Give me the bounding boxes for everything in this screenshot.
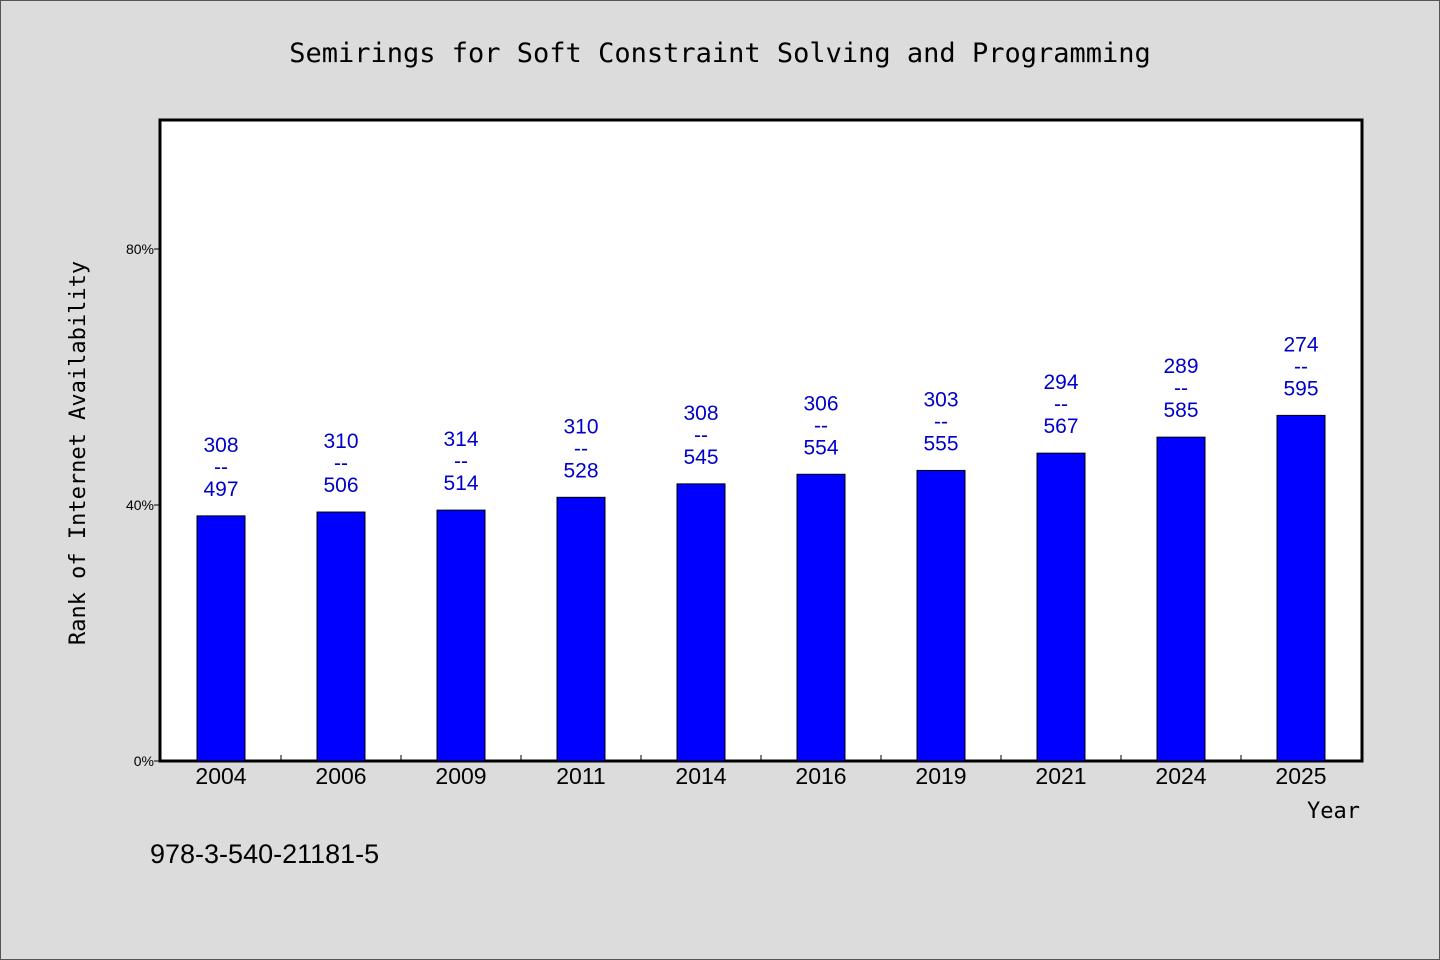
data-label-separator: -- (814, 414, 828, 437)
y-tick-label: 0% (134, 753, 154, 769)
data-label-bottom: 545 (683, 446, 718, 469)
x-tick-label: 2024 (1155, 763, 1206, 789)
data-label-top: 308 (683, 402, 718, 425)
data-label-bottom: 567 (1043, 415, 1078, 438)
data-label-separator: -- (574, 437, 588, 460)
data-label-bottom: 506 (323, 474, 358, 497)
data-label-top: 310 (323, 430, 358, 453)
data-label-top: 306 (803, 392, 838, 415)
bar (1276, 414, 1326, 762)
x-tick-label: 2025 (1275, 763, 1326, 789)
data-label-separator: -- (334, 452, 348, 475)
data-label-separator: -- (934, 410, 948, 433)
x-tick-label: 2009 (435, 763, 486, 789)
data-label-bottom: 497 (203, 478, 238, 501)
isbn-footer: 978-3-540-21181-5 (150, 839, 379, 869)
data-label-separator: -- (694, 424, 708, 447)
y-tick-label: 80% (126, 241, 154, 257)
x-tick-label: 2019 (915, 763, 966, 789)
x-tick-label: 2021 (1035, 763, 1086, 789)
x-tick-label: 2006 (315, 763, 366, 789)
chart-title: Semirings for Soft Constraint Solving an… (289, 38, 1151, 69)
x-tick-label: 2011 (556, 763, 605, 789)
data-label-separator: -- (454, 450, 468, 473)
data-label-top: 274 (1283, 333, 1318, 356)
data-label-bottom: 595 (1283, 377, 1318, 400)
data-label-top: 303 (923, 388, 958, 411)
x-axis-ticks: 2004 2006 2009 2011 2014 2016 2019 2021 2024 2025 (195, 755, 1327, 789)
x-tick-label: 2016 (795, 763, 846, 789)
bar (196, 515, 246, 762)
data-label-separator: -- (214, 456, 228, 479)
data-label-bottom: 554 (803, 436, 838, 459)
data-label-separator: -- (1174, 377, 1188, 400)
data-label-top: 310 (563, 415, 598, 438)
data-label-bottom: 555 (923, 432, 958, 455)
x-axis-title: Year (1307, 799, 1360, 824)
y-axis-ticks: 0% 40% 80% (126, 241, 161, 769)
bar (916, 469, 966, 762)
bar-data-labels: 497--308506--310514--314528--310545--308… (203, 333, 1318, 500)
bar (676, 483, 726, 762)
data-label-top: 289 (1163, 355, 1198, 378)
data-label-top: 314 (443, 428, 478, 451)
bar (436, 509, 486, 762)
data-label-separator: -- (1054, 393, 1068, 416)
data-label-top: 294 (1043, 371, 1078, 394)
data-label-bottom: 514 (443, 472, 478, 495)
data-label-bottom: 528 (563, 459, 598, 482)
bar (1036, 452, 1086, 762)
bar-series (196, 414, 1326, 762)
y-axis-title: Rank of Internet Availability (66, 261, 91, 645)
data-label-bottom: 585 (1163, 399, 1198, 422)
bar (796, 473, 846, 762)
x-tick-label: 2014 (675, 763, 726, 789)
bar (556, 496, 606, 762)
bar (316, 511, 366, 762)
x-tick-label: 2004 (195, 763, 246, 789)
bar (1156, 436, 1206, 762)
y-tick-label: 40% (126, 497, 154, 513)
data-label-top: 308 (203, 434, 238, 457)
data-label-separator: -- (1294, 355, 1308, 378)
